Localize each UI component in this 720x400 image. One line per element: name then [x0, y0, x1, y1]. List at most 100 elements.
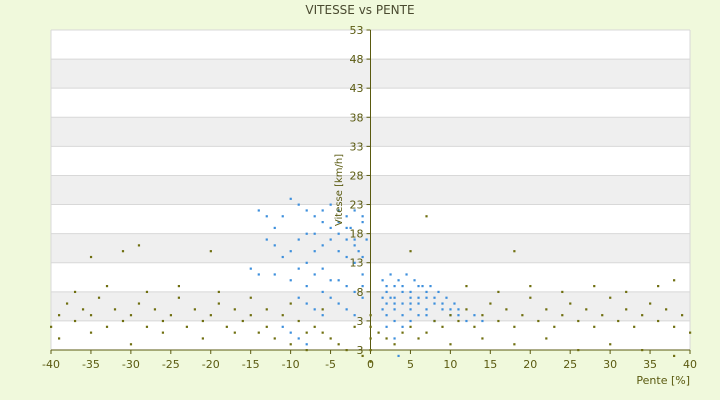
data-point — [153, 308, 157, 311]
data-point — [453, 302, 456, 305]
data-point — [313, 250, 316, 253]
data-point — [361, 273, 364, 276]
data-point — [465, 308, 468, 311]
data-point — [337, 302, 340, 305]
data-point — [345, 215, 348, 218]
data-point — [417, 337, 420, 340]
y-tick-label: 43 — [350, 82, 364, 95]
x-tick-label: 5 — [407, 358, 414, 371]
data-point — [625, 290, 628, 294]
data-point — [313, 325, 316, 328]
data-point — [329, 238, 332, 241]
data-point — [337, 221, 340, 224]
data-point — [361, 296, 364, 299]
data-point — [381, 279, 384, 282]
data-point — [289, 250, 292, 253]
data-point — [429, 285, 432, 288]
data-point — [393, 308, 396, 311]
data-point — [529, 296, 532, 299]
data-point — [625, 308, 628, 311]
data-point — [145, 290, 149, 294]
x-axis: -40 -35 -30 -25 -20 -15 -10 -5 0 5 10 15 20 25 30 35 40 — [42, 349, 697, 371]
data-point — [585, 308, 588, 311]
data-point — [449, 343, 452, 346]
x-tick-label: -35 — [82, 358, 100, 371]
x-tick-label: -30 — [122, 358, 140, 371]
data-point — [649, 302, 652, 305]
data-point — [345, 308, 348, 311]
y-axis-title: Vitesse [km/h] — [334, 154, 345, 226]
data-point — [457, 314, 460, 317]
data-point — [385, 285, 388, 288]
data-point — [421, 285, 424, 288]
data-point — [673, 354, 676, 358]
data-point — [381, 296, 384, 299]
data-point — [145, 325, 149, 328]
data-point — [281, 215, 284, 218]
x-tick-label: 0 — [367, 358, 374, 371]
data-point — [577, 349, 580, 352]
y-tick-label: 38 — [350, 111, 364, 124]
data-point — [249, 267, 252, 270]
x-tick-label: 15 — [483, 358, 497, 371]
data-point — [353, 290, 356, 294]
data-point — [369, 349, 372, 352]
data-point — [513, 325, 516, 328]
data-point — [257, 209, 260, 212]
data-point — [329, 203, 332, 206]
data-point — [497, 319, 500, 323]
data-point — [425, 331, 428, 334]
data-point — [89, 255, 93, 259]
data-point — [289, 197, 292, 200]
data-point — [313, 232, 316, 235]
data-point — [641, 314, 644, 317]
data-point — [409, 296, 412, 299]
data-point — [273, 273, 276, 276]
data-point — [273, 337, 276, 340]
data-point — [449, 314, 452, 317]
y-tick-label: 53 — [350, 24, 364, 37]
data-point — [465, 285, 468, 288]
data-point — [545, 308, 548, 311]
data-point — [57, 337, 61, 340]
data-point — [445, 296, 448, 299]
data-point — [305, 232, 308, 235]
data-point — [337, 209, 340, 212]
data-point — [329, 226, 332, 230]
data-point — [513, 250, 516, 253]
x-tick-label: -5 — [325, 358, 336, 371]
data-point — [305, 343, 308, 346]
data-point — [473, 325, 476, 328]
data-point — [249, 296, 252, 299]
data-point — [393, 343, 396, 346]
data-point — [409, 308, 412, 311]
x-tick-label: -20 — [202, 358, 220, 371]
data-point — [481, 337, 484, 340]
data-point — [521, 314, 524, 317]
data-point — [361, 215, 364, 218]
y-tick-label: 3 — [357, 344, 364, 357]
data-point — [105, 325, 109, 328]
data-point — [73, 290, 77, 294]
data-point — [353, 314, 356, 317]
data-point — [401, 302, 404, 305]
data-point — [393, 296, 396, 299]
data-point — [217, 290, 220, 294]
data-point — [417, 302, 420, 305]
data-point — [337, 343, 340, 346]
y-tick-label: 23 — [350, 199, 364, 212]
data-point — [305, 285, 308, 288]
data-point — [121, 250, 125, 253]
data-point — [345, 285, 348, 288]
data-point — [265, 325, 268, 328]
data-point — [449, 308, 452, 311]
data-point — [681, 314, 684, 317]
data-point — [593, 285, 596, 288]
data-point — [593, 325, 596, 328]
data-point — [273, 244, 276, 247]
data-point — [345, 238, 348, 241]
data-point — [289, 279, 292, 282]
x-tick-label: 20 — [523, 358, 537, 371]
y-tick-label: 8 — [357, 286, 364, 299]
data-point — [353, 209, 356, 212]
